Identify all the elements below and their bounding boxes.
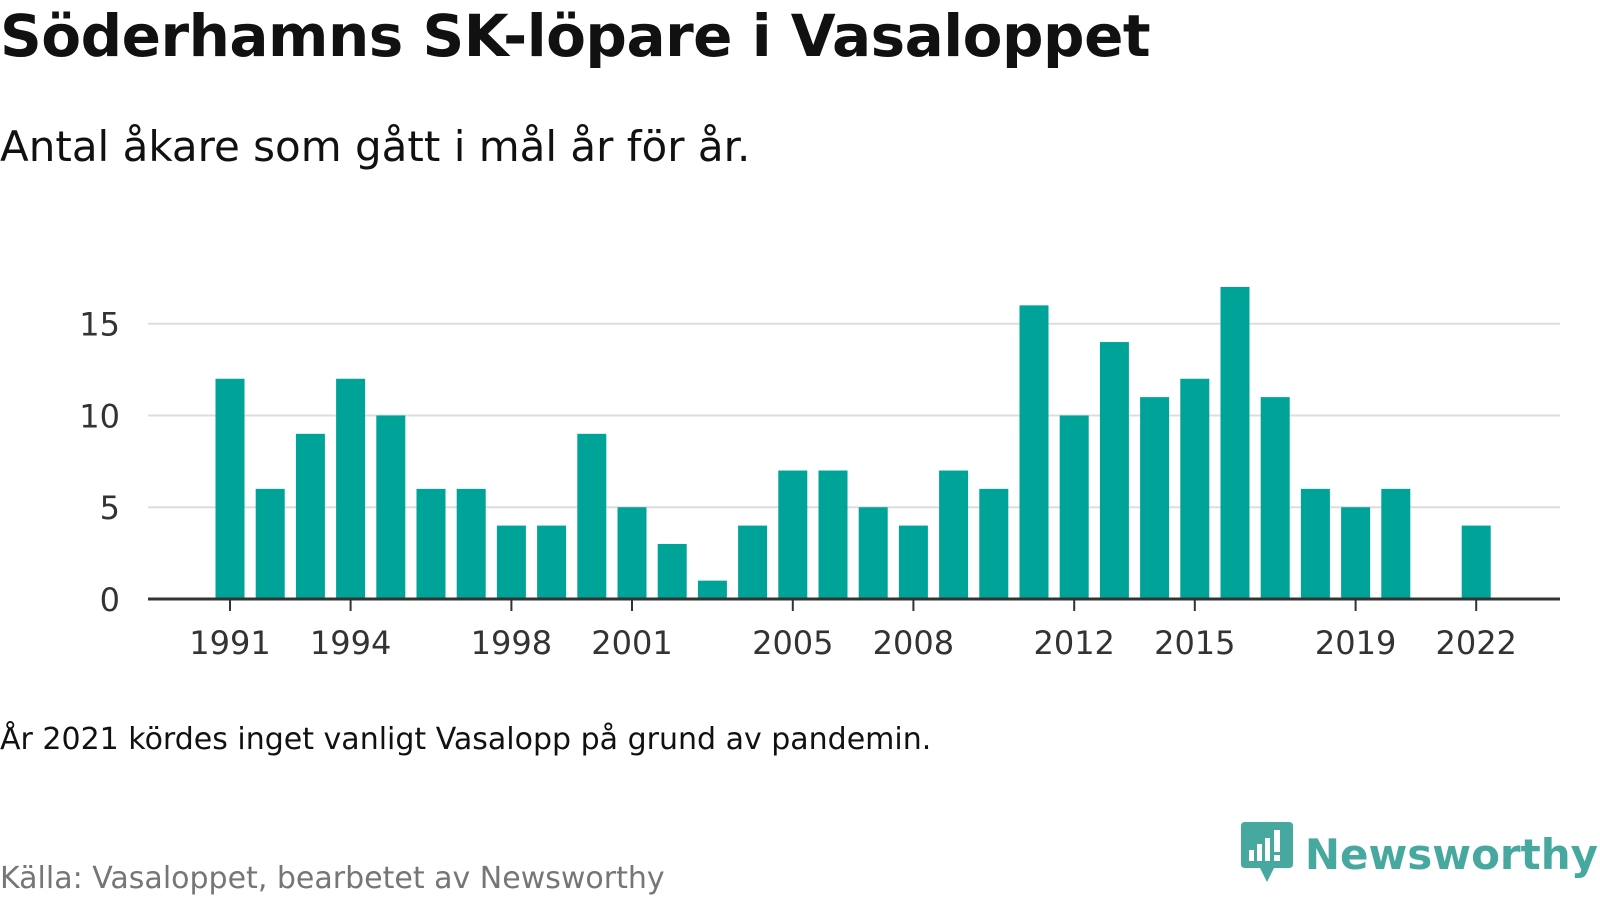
y-tick-label: 10 (79, 397, 120, 435)
newsworthy-chart-logo-icon (1240, 822, 1293, 882)
bar-2002 (657, 543, 687, 599)
bar-1997 (456, 488, 486, 599)
bar-2015 (1180, 378, 1210, 599)
bar-2011 (1019, 305, 1049, 599)
bar-2012 (1059, 415, 1089, 599)
bar-2013 (1099, 342, 1129, 599)
x-tick-label: 2015 (1154, 624, 1235, 662)
bar-1998 (496, 525, 526, 599)
axes: 0 5 10 15 1991 1994 1998 2001 2005 2008 2012 2015 20… (79, 306, 1560, 662)
chart-note: År 2021 kördes inget vanligt Vasalopp på… (0, 722, 932, 757)
x-tick-label: 2001 (591, 624, 672, 662)
bar-2005 (778, 470, 808, 599)
bar-1993 (295, 433, 325, 599)
bar-2000 (577, 433, 607, 599)
bar-1991 (215, 378, 245, 599)
x-tick-label: 1991 (189, 624, 270, 662)
bar-2009 (939, 470, 969, 599)
bar-2001 (617, 507, 647, 599)
bar-2007 (858, 507, 888, 599)
bar-2014 (1140, 397, 1170, 599)
bar-2022 (1461, 525, 1491, 599)
bar-1996 (416, 488, 446, 599)
bar-2019 (1341, 507, 1371, 599)
y-tick-label: 5 (100, 489, 120, 527)
x-tick-label: 2012 (1033, 624, 1114, 662)
x-tick-label: 2019 (1315, 624, 1396, 662)
bar-2018 (1300, 488, 1330, 599)
x-tick-label: 2008 (873, 624, 954, 662)
bar-2006 (818, 470, 848, 599)
bar-1995 (376, 415, 406, 599)
bar-2017 (1260, 397, 1290, 599)
bars (215, 287, 1491, 599)
bar-2020 (1381, 488, 1411, 599)
bar-1994 (336, 378, 366, 599)
x-tick-label: 2022 (1435, 624, 1516, 662)
bar-2004 (738, 525, 768, 599)
x-tick-label: 1994 (310, 624, 391, 662)
bar-1999 (537, 525, 567, 599)
source-credit: Källa: Vasaloppet, bearbetet av Newswort… (0, 861, 665, 896)
y-tick-label: 0 (100, 581, 120, 619)
chart-subtitle: Antal åkare som gått i mål år för år. (0, 122, 751, 171)
bar-1992 (255, 488, 285, 599)
x-tick-label: 1998 (471, 624, 552, 662)
chart-title: Söderhamns SK-löpare i Vasaloppet (0, 2, 1151, 70)
brand: Newsworthy (1240, 822, 1598, 886)
bar-2003 (697, 580, 727, 599)
y-tick-label: 15 (79, 306, 120, 344)
bar-2010 (979, 488, 1009, 599)
x-tick-label: 2005 (752, 624, 833, 662)
bar-2016 (1220, 287, 1250, 599)
brand-name: Newsworthy (1304, 829, 1598, 879)
bar-2008 (898, 525, 928, 599)
